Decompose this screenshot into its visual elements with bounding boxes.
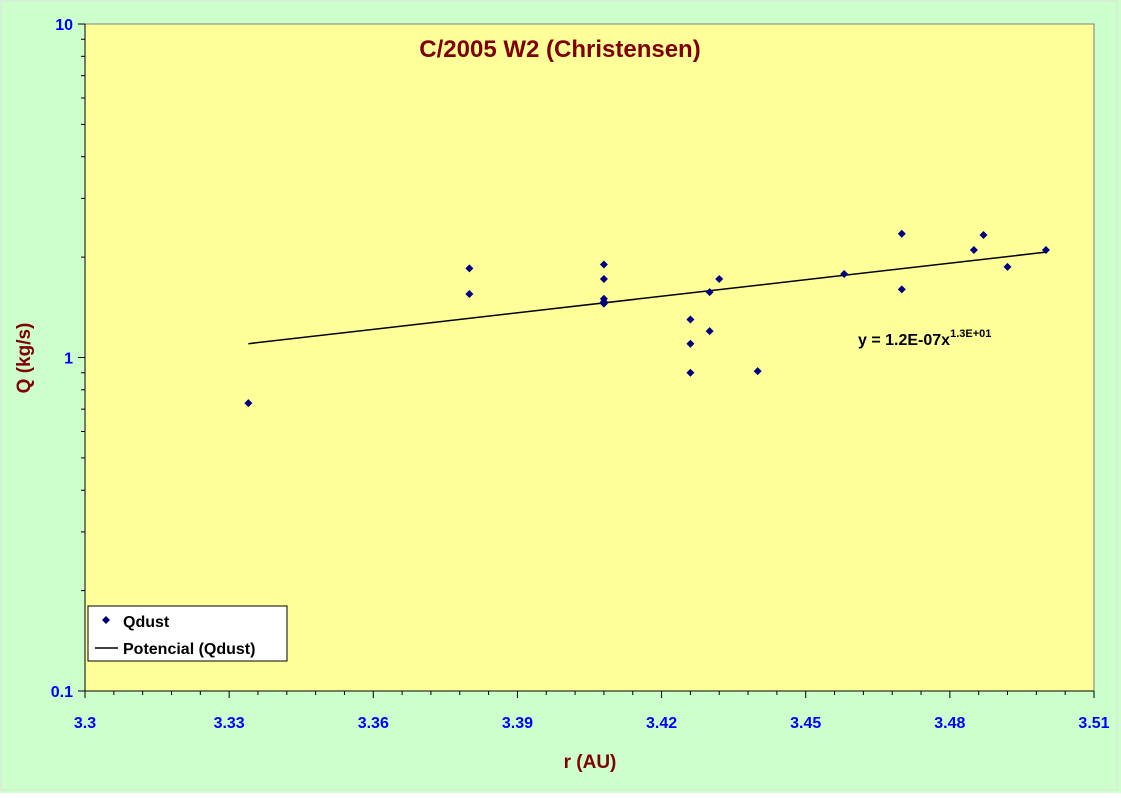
legend: Qdust Potencial (Qdust) (87, 605, 288, 662)
data-point (599, 274, 608, 283)
x-tick-label: 3.3 (74, 715, 96, 732)
x-tick-label: 3.48 (934, 715, 965, 732)
data-point (686, 368, 695, 377)
data-point (1003, 262, 1012, 271)
y-tick-label: 0.1 (51, 684, 73, 701)
x-tick-label: 3.45 (790, 715, 821, 732)
trendline-layer (248, 251, 1047, 345)
legend-label-qdust: Qdust (123, 614, 170, 631)
data-point (465, 264, 474, 273)
equation-exponent: 1.3E+01 (950, 328, 991, 340)
y-axis-label: Q (kg/s) (14, 323, 35, 394)
trendline-equation: y = 1.2E-07x1.3E+01 (858, 328, 991, 349)
data-point (244, 399, 253, 408)
data-point (599, 299, 608, 308)
data-point (715, 274, 724, 283)
chart-title: C/2005 W2 (Christensen) (419, 36, 700, 63)
trendline (248, 251, 1047, 345)
legend-label-trend: Potencial (Qdust) (123, 641, 255, 658)
x-tick-label: 3.36 (358, 715, 389, 732)
legend-marker-qdust (102, 616, 110, 624)
x-tick-label: 3.39 (502, 715, 533, 732)
x-tick-label: 3.51 (1078, 715, 1109, 732)
equation-base: y = 1.2E-07x (858, 332, 950, 349)
data-point (465, 290, 474, 299)
data-point (979, 230, 988, 239)
data-point (705, 288, 714, 297)
x-axis-label: r (AU) (564, 752, 617, 773)
data-point (686, 315, 695, 324)
data-point (897, 229, 906, 238)
points-layer (244, 229, 1050, 408)
plot-area (84, 23, 1095, 692)
y-axis-ticks: 0.1 1 10 (51, 17, 85, 701)
data-point (753, 367, 762, 376)
y-tick-label: 1 (64, 351, 73, 368)
data-point (897, 285, 906, 294)
legend-box (87, 605, 288, 662)
data-point (840, 269, 849, 278)
data-point (1041, 246, 1050, 255)
y-tick-label: 10 (55, 17, 73, 34)
data-point (686, 339, 695, 348)
data-point (969, 246, 978, 255)
x-tick-label: 3.42 (646, 715, 677, 732)
x-tick-label: 3.33 (214, 715, 245, 732)
data-point (599, 260, 608, 269)
data-point (705, 327, 714, 336)
x-axis-ticks: 3.3 3.33 3.36 3.39 3.42 3.45 3.48 3.51 (74, 691, 1110, 732)
